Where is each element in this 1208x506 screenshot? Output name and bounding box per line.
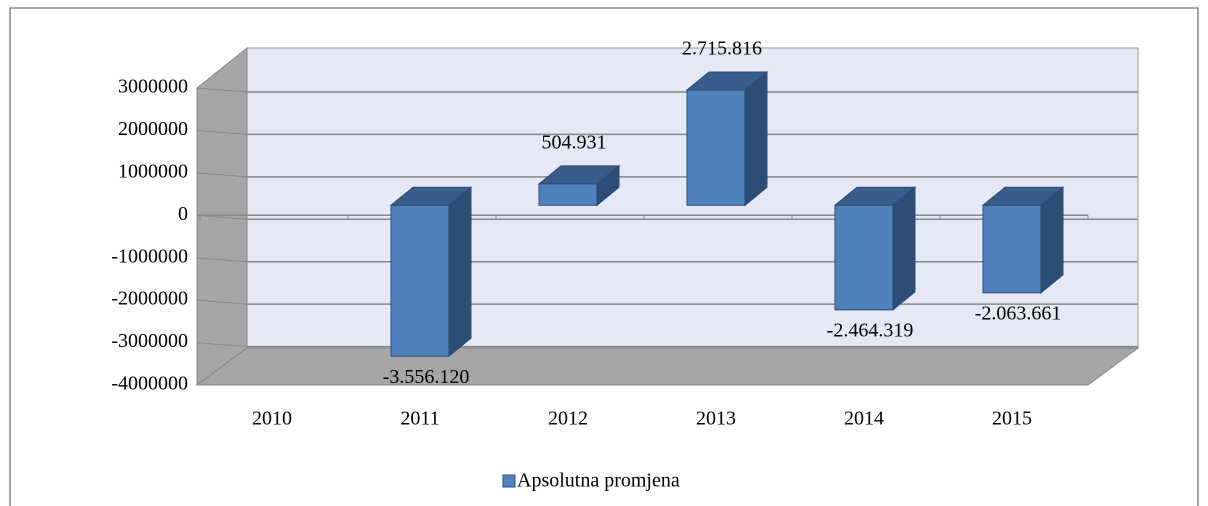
x-tick-label: 2010 [252,408,292,430]
value-label: -2.464.319 [827,319,914,341]
x-tick-label: 2011 [400,408,439,430]
y-tick-label: -3000000 [111,330,188,352]
value-label: 504.931 [542,131,607,153]
x-tick-label: 2014 [844,408,884,430]
bar-side [744,71,768,207]
bar-side [892,186,916,311]
grid-line [196,87,248,93]
bar [834,204,894,311]
bar [538,183,598,206]
y-tick-label: 1000000 [118,160,188,182]
grid-line [196,172,248,178]
x-tick-label: 2012 [548,408,588,430]
legend-label: Apsolutna promjena [517,470,680,492]
bar-side [1040,186,1064,294]
bar-side [448,186,472,358]
value-label: -2.063.661 [975,302,1062,324]
y-tick-label: -1000000 [111,245,188,267]
y-tick-label: -4000000 [111,373,188,395]
x-tick-label: 2013 [696,408,736,430]
grid-line [196,257,248,263]
bar [982,204,1042,294]
grid-line [196,129,248,135]
side-wall [196,46,248,386]
legend-swatch [502,474,516,488]
y-tick-label: 0 [178,203,188,225]
bar [686,89,746,206]
value-label: 2.715.816 [682,38,762,60]
y-tick-label: 2000000 [118,118,188,140]
x-tick-label: 2015 [992,408,1032,430]
value-label: -3.556.120 [383,366,470,388]
bar [390,204,450,357]
y-tick-label: 3000000 [118,76,188,98]
floor [195,347,1140,386]
grid-line [196,342,248,348]
y-tick-label: -2000000 [111,288,188,310]
grid-line [196,299,248,305]
